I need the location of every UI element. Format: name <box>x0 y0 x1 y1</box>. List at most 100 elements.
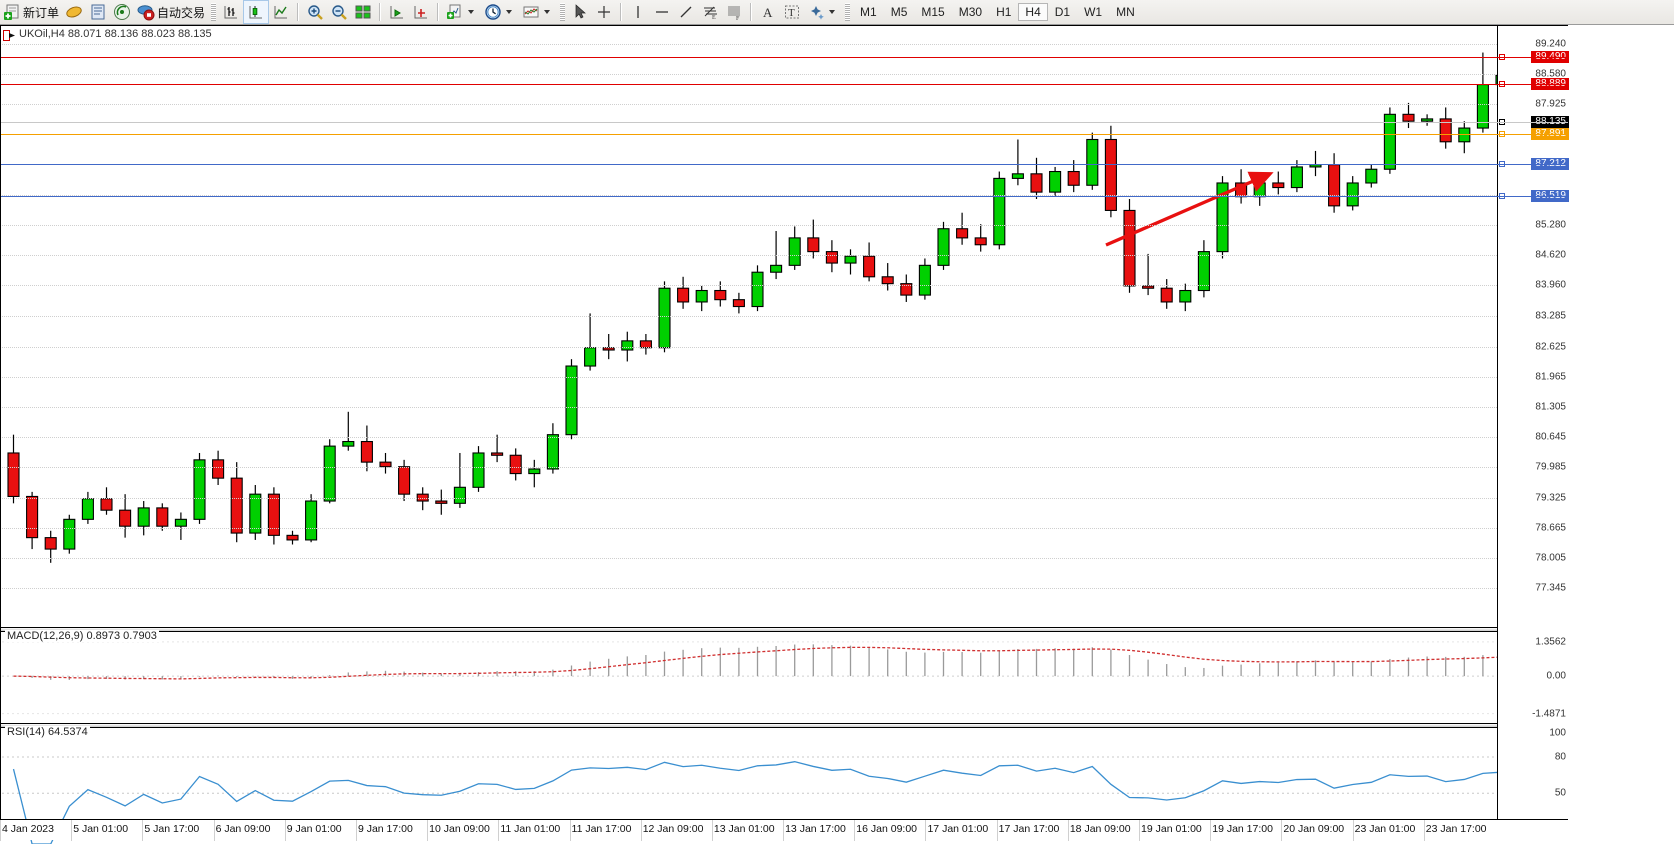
rsi-title: RSI(14) 64.5374 <box>5 726 90 738</box>
macd-subwindow[interactable] <box>2 632 1497 724</box>
text-box-button[interactable]: T <box>780 1 804 23</box>
new-order-button[interactable]: 新订单 <box>0 1 62 23</box>
new-order-icon <box>3 3 21 21</box>
timeframe-h4[interactable]: H4 <box>1018 3 1048 21</box>
rsi-svg <box>2 756 1497 844</box>
templates-button[interactable] <box>519 1 557 23</box>
shapes-dropdown-arrow[interactable] <box>829 10 836 14</box>
toolbar-grip[interactable] <box>211 3 217 21</box>
price-tick: 78.005 <box>1535 552 1566 564</box>
date-tick: 9 Jan 01:00 <box>286 823 342 835</box>
vertical-line-button[interactable] <box>626 1 650 23</box>
date-tick: 6 Jan 09:00 <box>215 823 271 835</box>
fibo-fan-icon: F <box>725 3 743 22</box>
indicators-button[interactable] <box>443 1 481 23</box>
profile-button[interactable] <box>62 1 86 23</box>
price-tick: 83.960 <box>1535 279 1566 291</box>
timeframe-d1[interactable]: D1 <box>1054 5 1071 19</box>
date-separator <box>1139 820 1141 841</box>
horizontal-line-button[interactable] <box>650 1 674 23</box>
shift-end-button[interactable] <box>385 1 409 23</box>
date-separator <box>284 820 286 841</box>
chart-window[interactable]: UKOil,H4 88.071 88.136 88.023 88.135 MAC… <box>0 25 1569 844</box>
cursor-button[interactable] <box>568 1 592 23</box>
date-tick: 23 Jan 17:00 <box>1425 823 1487 835</box>
timeframe-w1[interactable]: W1 <box>1084 5 1103 19</box>
date-separator <box>71 820 73 841</box>
candlestick-chart-button[interactable] <box>243 0 270 24</box>
support-upper-line[interactable] <box>1 164 1568 165</box>
toolbar-separator-4 <box>620 3 623 21</box>
rsi-separator[interactable] <box>1 723 1568 728</box>
fibonacci-button[interactable]: E <box>698 1 722 23</box>
date-scale[interactable]: 4 Jan 2023 5 Jan 01:00 5 Jan 17:00 6 Jan 09… <box>0 819 1568 841</box>
timeframe-m15[interactable]: M15 <box>921 5 945 19</box>
fibo-fan-button[interactable]: F <box>722 1 746 23</box>
timeframe-h1[interactable]: H1 <box>996 5 1012 19</box>
zoom-in-button[interactable] <box>303 1 327 23</box>
line-chart-icon <box>272 3 290 21</box>
price-plot-area[interactable] <box>2 26 1497 604</box>
auto-scroll-icon <box>412 3 430 21</box>
line-chart-button[interactable] <box>269 1 293 23</box>
text-label-button[interactable]: A <box>756 1 780 23</box>
price-gridline <box>2 406 1497 408</box>
periods-dropdown-arrow[interactable] <box>506 10 513 14</box>
date-tick: 5 Jan 17:00 <box>144 823 200 835</box>
current-price-line[interactable] <box>1 122 1568 123</box>
toolbar-separator-2 <box>379 3 382 21</box>
templates-dropdown-arrow[interactable] <box>544 10 551 14</box>
price-gridline <box>2 346 1497 348</box>
svg-text:A: A <box>763 5 773 20</box>
macd-separator[interactable] <box>1 627 1568 632</box>
auto-scroll-button[interactable] <box>409 1 433 23</box>
pivot-line[interactable] <box>1 134 1568 135</box>
trendline-button[interactable] <box>674 1 698 23</box>
resistance-upper-line[interactable] <box>1 57 1568 58</box>
horizontal-line-icon <box>653 3 671 21</box>
toolbar-grip-3[interactable] <box>845 3 851 21</box>
trendline-icon <box>677 3 695 21</box>
crosshair-button[interactable] <box>592 1 616 23</box>
price-gridline <box>2 285 1497 287</box>
fibonacci-icon: E <box>701 3 719 21</box>
periods-button[interactable] <box>481 1 519 23</box>
timeframe-group: M1 M5 M15 M30 H1 H4 D1 W1 MN <box>853 3 1142 21</box>
timeframe-mn[interactable]: MN <box>1116 5 1135 19</box>
price-tick: 78.665 <box>1535 522 1566 534</box>
zoom-out-button[interactable] <box>327 1 351 23</box>
auto-trading-button[interactable]: 自动交易 <box>134 1 208 23</box>
price-tick: 87.925 <box>1535 98 1566 110</box>
bar-chart-icon <box>222 3 240 21</box>
support-lower-line[interactable] <box>1 196 1568 197</box>
timeframe-m5[interactable]: M5 <box>890 5 908 19</box>
timeframe-m30[interactable]: M30 <box>958 5 983 19</box>
date-tick: 23 Jan 01:00 <box>1354 823 1416 835</box>
signals-button[interactable] <box>110 1 134 23</box>
date-tick: 9 Jan 17:00 <box>357 823 413 835</box>
date-tick: 13 Jan 17:00 <box>785 823 846 835</box>
indicators-dropdown-arrow[interactable] <box>468 10 475 14</box>
resistance-lower-line[interactable] <box>1 84 1568 85</box>
price-gridline <box>2 497 1497 499</box>
timeframe-m1[interactable]: M1 <box>860 5 877 19</box>
price-tick: 88.580 <box>1535 68 1566 80</box>
macd-title: MACD(12,26,9) 0.8973 0.7903 <box>5 630 159 642</box>
price-gridline <box>2 316 1497 318</box>
macd-tick: 1.3562 <box>1535 636 1566 648</box>
profile-icon <box>65 3 83 21</box>
cursor-icon <box>571 3 589 21</box>
price-gridline <box>2 194 1497 196</box>
macd-tick: 0.00 <box>1546 670 1566 682</box>
price-gridline <box>2 558 1497 559</box>
shapes-button[interactable] <box>804 1 842 23</box>
date-separator <box>569 820 571 841</box>
date-tick: 19 Jan 01:00 <box>1141 823 1202 835</box>
terminal-button[interactable] <box>86 1 110 23</box>
price-scale[interactable]: 89.24088.58087.92587.27086.61585.94085.2… <box>1497 26 1569 841</box>
toolbar-grip-2[interactable] <box>560 3 566 21</box>
shift-end-icon <box>388 3 406 21</box>
date-separator <box>1281 820 1283 841</box>
bar-chart-button[interactable] <box>219 1 243 23</box>
tile-windows-button[interactable] <box>351 1 375 23</box>
